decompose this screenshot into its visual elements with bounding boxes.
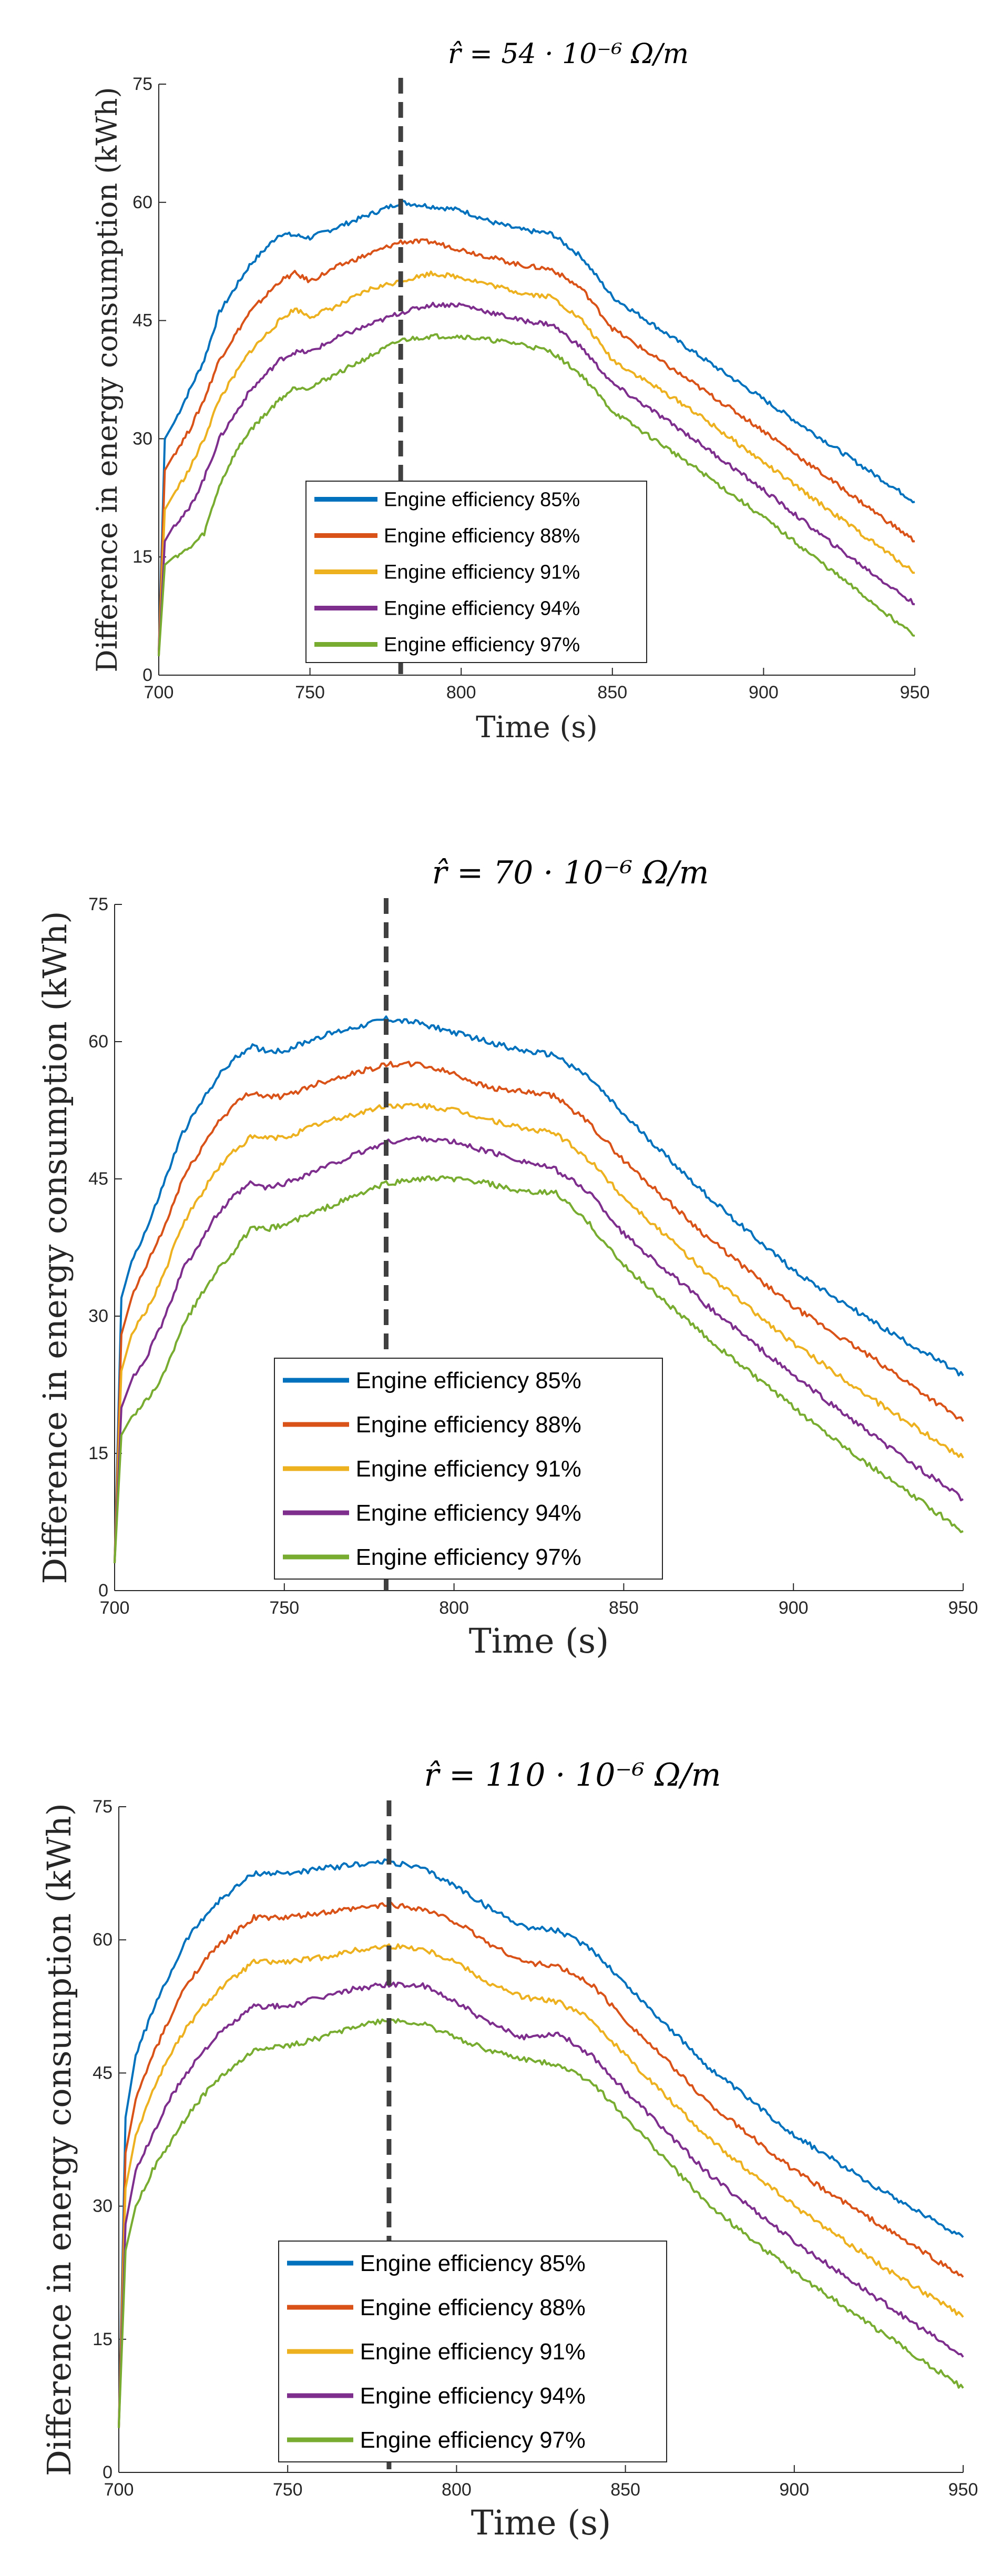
series-line-5 [114, 1175, 964, 1563]
x-tick-label: 900 [749, 683, 779, 702]
y-tick-label: 45 [93, 2063, 113, 2083]
chart-title: r̂ = 54 · 10⁻⁶ Ω/m [448, 38, 689, 70]
x-tick-label: 850 [610, 2480, 640, 2500]
legend-label: Engine efficiency 97% [384, 634, 580, 656]
y-tick-label: 30 [88, 1306, 108, 1326]
x-tick-label: 900 [779, 1598, 809, 1618]
y-tick-label: 60 [132, 192, 152, 212]
y-axis-label: Difference in energy consumption (kWh) [40, 1803, 78, 2476]
x-tick-label: 950 [948, 1598, 978, 1618]
chart-panel-1: 0 15 30 45 60 75 700 750 800 850 900 950 Time (s) Dif… [90, 38, 930, 745]
y-tick-label: 75 [93, 1797, 113, 1817]
x-tick-label: 700 [144, 683, 174, 702]
y-tick-label: 30 [93, 2196, 113, 2216]
series-line-4 [158, 301, 915, 656]
y-tick-label: 60 [93, 1930, 113, 1950]
series-line-1 [114, 1015, 964, 1563]
x-tick-label: 900 [779, 2480, 809, 2500]
legend-label: Engine efficiency 91% [384, 562, 580, 584]
y-axis-label: Difference in energy consumption (kWh) [90, 87, 124, 672]
y-tick-label: 15 [93, 2329, 113, 2349]
series-line-3 [114, 1102, 964, 1563]
y-tick-label: 15 [88, 1443, 108, 1463]
chart-title: r̂ = 70 · 10⁻⁶ Ω/m [432, 854, 709, 891]
legend-label: Engine efficiency 88% [384, 525, 580, 547]
series-line-2 [158, 238, 915, 654]
series-line-4 [118, 1981, 964, 2428]
series-line-1 [158, 200, 915, 652]
legend-label: Engine efficiency 85% [356, 1368, 581, 1393]
legend-label: Engine efficiency 85% [384, 489, 580, 511]
legend-label: Engine efficiency 97% [360, 2427, 586, 2453]
legend-label: Engine efficiency 94% [360, 2383, 586, 2409]
series-line-3 [158, 270, 915, 655]
x-tick-label: 850 [609, 1598, 639, 1618]
y-tick-label: 0 [98, 1581, 108, 1601]
chart-panel-2: 0 15 30 45 60 75 700 750 800 850 900 950 Time (s) Dif… [36, 854, 978, 1661]
x-tick-label: 950 [948, 2480, 978, 2500]
x-axis-label: Time (s) [469, 1622, 609, 1661]
x-tick-label: 800 [439, 1598, 469, 1618]
x-tick-label: 750 [295, 683, 325, 702]
series-line-4 [114, 1135, 964, 1563]
series-line-1 [118, 1858, 964, 2428]
legend-label: Engine efficiency 85% [360, 2251, 586, 2276]
y-tick-label: 45 [132, 311, 152, 331]
y-axis-label: Difference in energy consumption (kWh) [36, 911, 74, 1584]
y-tick-label: 30 [132, 429, 152, 449]
y-tick-label: 0 [103, 2462, 113, 2482]
x-tick-label: 750 [269, 1598, 299, 1618]
y-tick-label: 45 [88, 1169, 108, 1189]
legend: Engine efficiency 85% Engine efficiency 8… [274, 1358, 663, 1580]
legend: Engine efficiency 85% Engine efficiency 8… [305, 481, 647, 663]
x-axis-label: Time (s) [476, 710, 598, 745]
legend-label: Engine efficiency 91% [360, 2339, 586, 2365]
y-tick-label: 60 [88, 1032, 108, 1052]
x-tick-label: 850 [597, 683, 627, 702]
legend: Engine efficiency 85% Engine efficiency 8… [278, 2241, 667, 2462]
y-tick-label: 75 [88, 894, 108, 914]
x-tick-label: 800 [442, 2480, 472, 2500]
x-tick-label: 800 [446, 683, 476, 702]
x-tick-label: 700 [104, 2480, 134, 2500]
y-tick-label: 0 [142, 665, 152, 685]
y-tick-label: 15 [132, 547, 152, 567]
legend-label: Engine efficiency 97% [356, 1544, 581, 1570]
series-line-5 [118, 2018, 964, 2428]
series-line-2 [118, 1901, 964, 2428]
series-line-2 [114, 1061, 964, 1563]
y-tick-label: 75 [132, 74, 152, 94]
legend-label: Engine efficiency 88% [360, 2295, 586, 2320]
legend-label: Engine efficiency 88% [356, 1412, 581, 1438]
series-line-3 [118, 1943, 964, 2428]
x-tick-label: 700 [100, 1598, 130, 1618]
series-line-5 [158, 333, 915, 657]
x-axis-label: Time (s) [471, 2503, 611, 2543]
legend-label: Engine efficiency 94% [356, 1500, 581, 1526]
legend-label: Engine efficiency 91% [356, 1456, 581, 1482]
x-tick-label: 950 [900, 683, 930, 702]
chart-panel-3: 0 15 30 45 60 75 700 750 800 850 900 950 Time (s) Dif… [40, 1757, 978, 2543]
legend-label: Engine efficiency 94% [384, 598, 580, 620]
chart-title: r̂ = 110 · 10⁻⁶ Ω/m [424, 1757, 721, 1794]
x-tick-label: 750 [273, 2480, 303, 2500]
